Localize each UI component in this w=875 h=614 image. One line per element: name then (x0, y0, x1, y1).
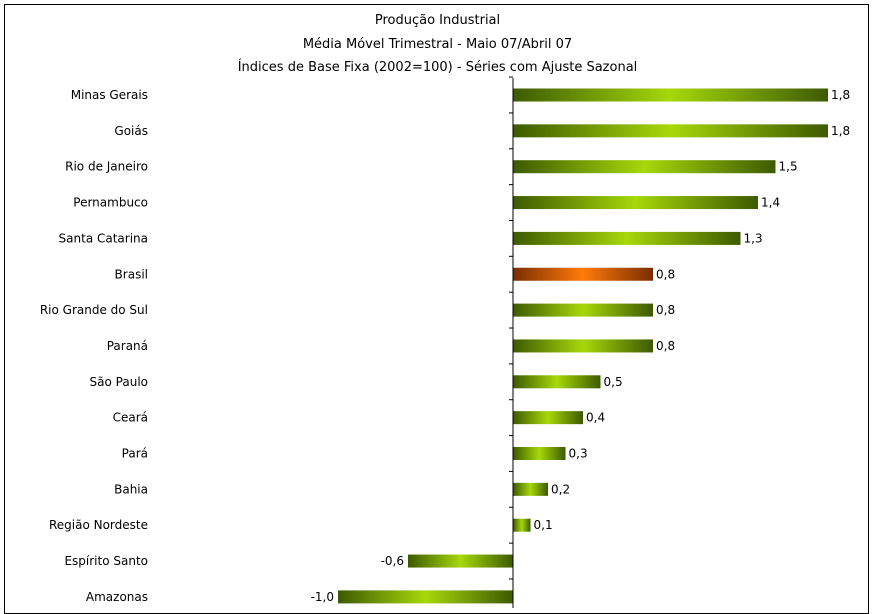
value-label: 1,5 (779, 160, 798, 174)
value-label: 0,5 (604, 375, 623, 389)
bar-6 (513, 303, 653, 317)
category-label: Região Nordeste (49, 518, 148, 532)
category-label: Brasil (115, 267, 148, 281)
chart-subtitle-2: Índices de Base Fixa (2002=100) - Séries… (237, 60, 638, 75)
value-label: 0,8 (656, 267, 675, 281)
category-label: São Paulo (90, 375, 148, 389)
bar-2 (513, 160, 776, 174)
value-label: -0,6 (381, 554, 404, 568)
bar-10 (513, 447, 566, 460)
bar-8 (513, 375, 601, 389)
value-label: 1,8 (831, 124, 850, 138)
category-label: Goiás (114, 124, 148, 138)
bar-3 (513, 196, 758, 210)
category-label: Rio Grande do Sul (40, 303, 148, 317)
bar-13 (408, 554, 513, 568)
value-label: 1,3 (744, 231, 763, 245)
value-label: 0,4 (586, 411, 605, 425)
value-label: -1,0 (311, 590, 334, 604)
value-label: 0,8 (656, 339, 675, 353)
bar-5 (513, 267, 653, 281)
value-label: 0,3 (569, 447, 588, 461)
category-label: Minas Gerais (71, 88, 148, 102)
bar-4 (513, 231, 741, 245)
value-label: 1,4 (761, 196, 780, 210)
bar-0 (513, 88, 828, 102)
value-label: 0,1 (534, 518, 553, 532)
bar-7 (513, 339, 653, 353)
category-label: Amazonas (86, 590, 148, 604)
chart-title: Produção Industrial (374, 13, 501, 28)
category-label: Bahia (114, 482, 148, 496)
bar-14 (338, 590, 513, 604)
category-label: Pernambuco (73, 196, 148, 210)
category-label: Pará (122, 447, 148, 461)
bar-12 (513, 518, 531, 532)
value-label: 0,2 (551, 482, 570, 496)
category-label: Paraná (107, 339, 148, 353)
chart-subtitle-1: Média Móvel Trimestral - Maio 07/Abril 0… (302, 37, 573, 52)
value-label: 0,8 (656, 303, 675, 317)
category-label: Ceará (113, 411, 148, 425)
bar-1 (513, 124, 828, 138)
category-label: Espírito Santo (64, 554, 148, 568)
category-label: Rio de Janeiro (65, 160, 148, 174)
value-label: 1,8 (831, 88, 850, 102)
bar-9 (513, 411, 583, 425)
category-label: Santa Catarina (59, 231, 148, 245)
bar-11 (513, 482, 548, 496)
